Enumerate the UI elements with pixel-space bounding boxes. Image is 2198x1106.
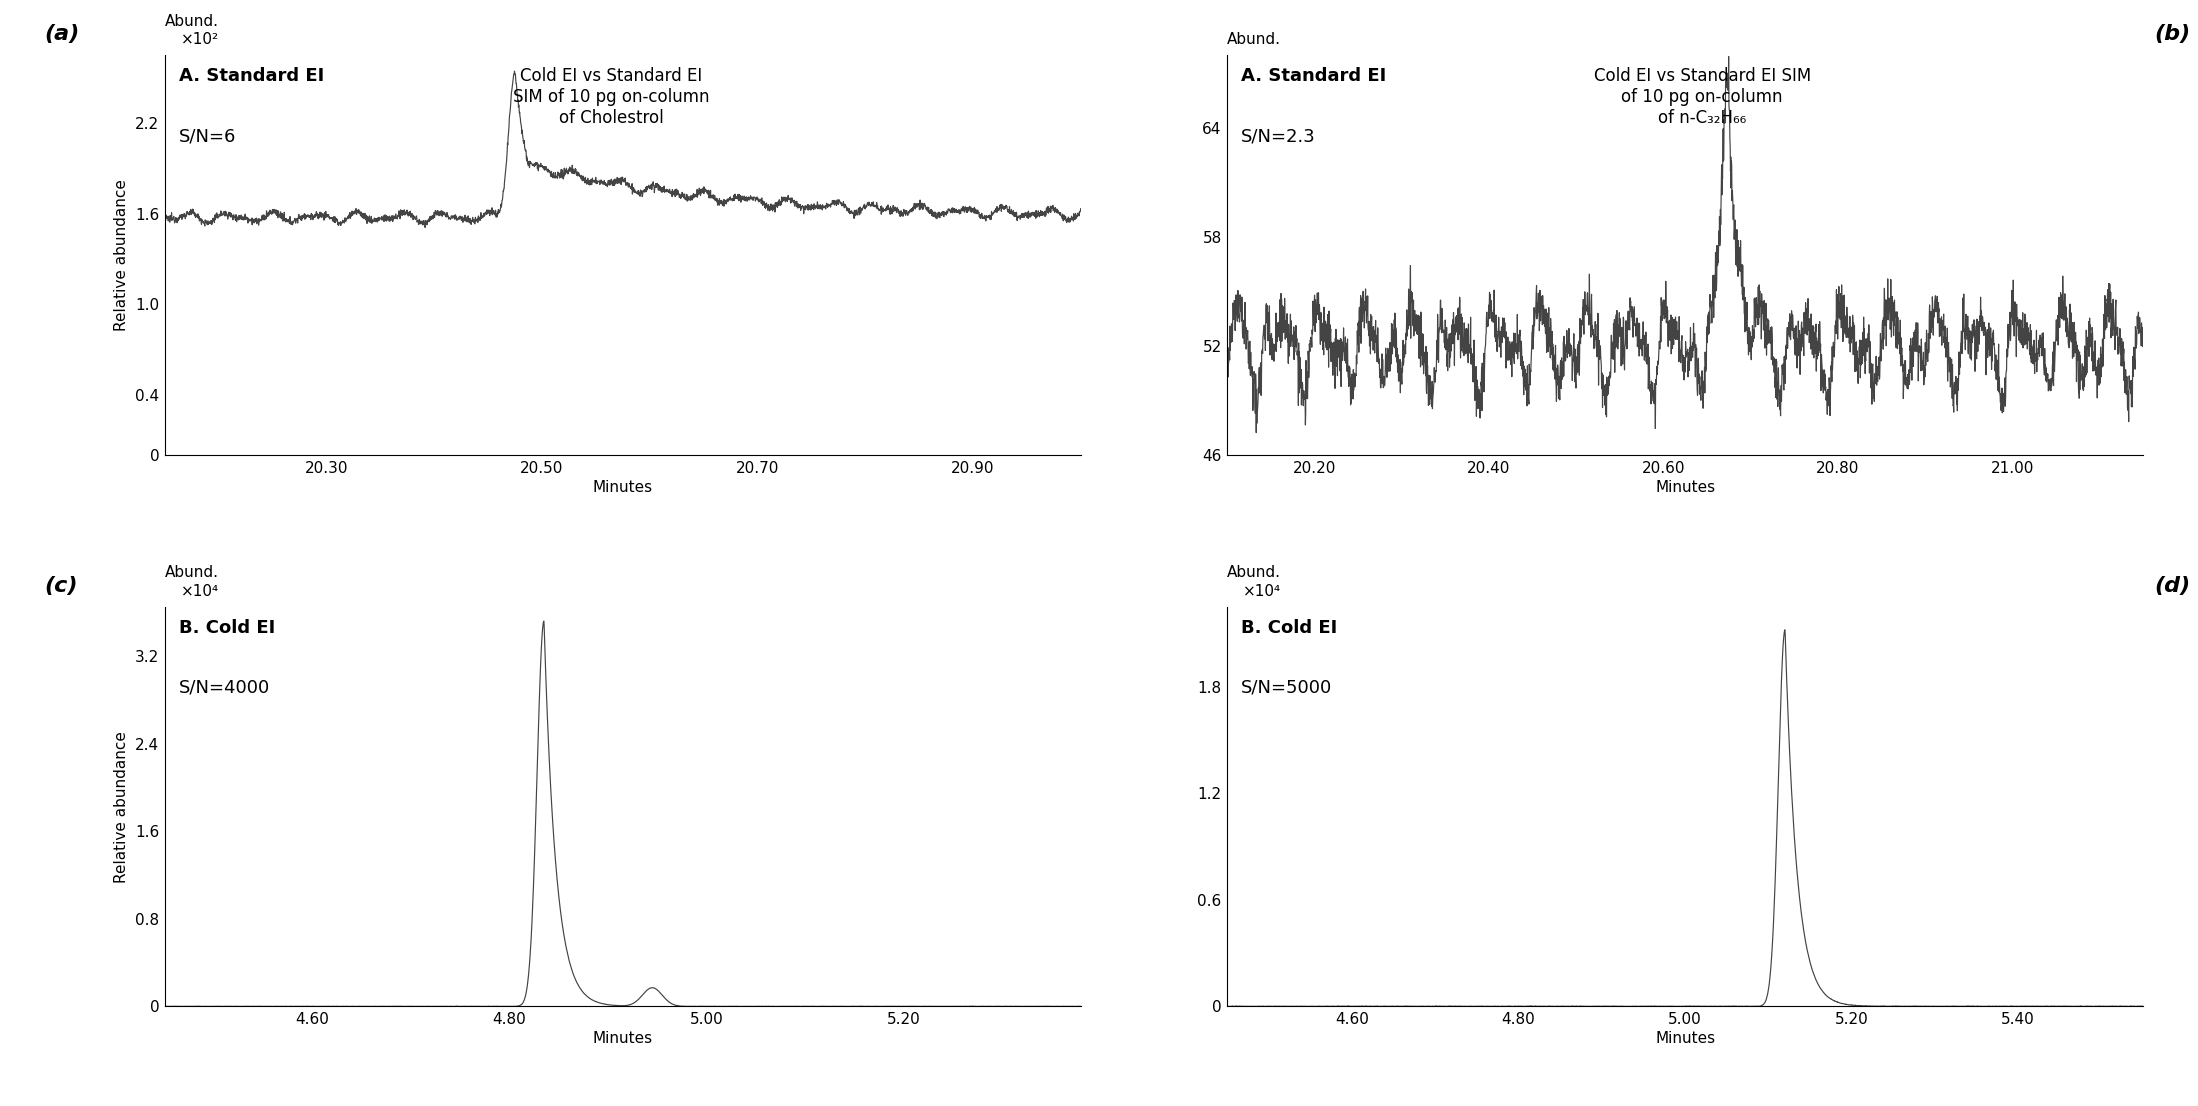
X-axis label: Minutes: Minutes (593, 480, 653, 494)
Text: S/N=5000: S/N=5000 (1242, 679, 1332, 697)
Text: Abund.: Abund. (1226, 32, 1281, 48)
Text: B. Cold EI: B. Cold EI (1242, 618, 1336, 637)
X-axis label: Minutes: Minutes (593, 1031, 653, 1046)
Text: A. Standard EI: A. Standard EI (178, 67, 323, 85)
Text: (b): (b) (2154, 24, 2189, 44)
Text: Cold EI vs Standard EI
SIM of 10 pg on-column
of Cholestrol: Cold EI vs Standard EI SIM of 10 pg on-c… (512, 67, 710, 127)
X-axis label: Minutes: Minutes (1655, 1031, 1714, 1046)
Text: (a): (a) (44, 24, 79, 44)
Text: (d): (d) (2154, 576, 2189, 596)
Text: (c): (c) (44, 576, 77, 596)
Text: Cold EI vs Standard EI SIM
of 10 pg on-column
of n-C₃₂H₆₆: Cold EI vs Standard EI SIM of 10 pg on-c… (1594, 67, 1811, 127)
Text: B. Cold EI: B. Cold EI (178, 618, 275, 637)
Text: A. Standard EI: A. Standard EI (1242, 67, 1387, 85)
Text: Abund.
×10⁴: Abund. ×10⁴ (165, 565, 220, 598)
Y-axis label: Relative abundance: Relative abundance (114, 731, 130, 883)
X-axis label: Minutes: Minutes (1655, 480, 1714, 494)
Text: S/N=6: S/N=6 (178, 127, 235, 145)
Text: Abund.
×10⁴: Abund. ×10⁴ (1226, 565, 1281, 598)
Text: S/N=2.3: S/N=2.3 (1242, 127, 1317, 145)
Y-axis label: Relative abundance: Relative abundance (114, 179, 130, 331)
Text: Abund.
×10²: Abund. ×10² (165, 13, 220, 48)
Text: S/N=4000: S/N=4000 (178, 679, 270, 697)
